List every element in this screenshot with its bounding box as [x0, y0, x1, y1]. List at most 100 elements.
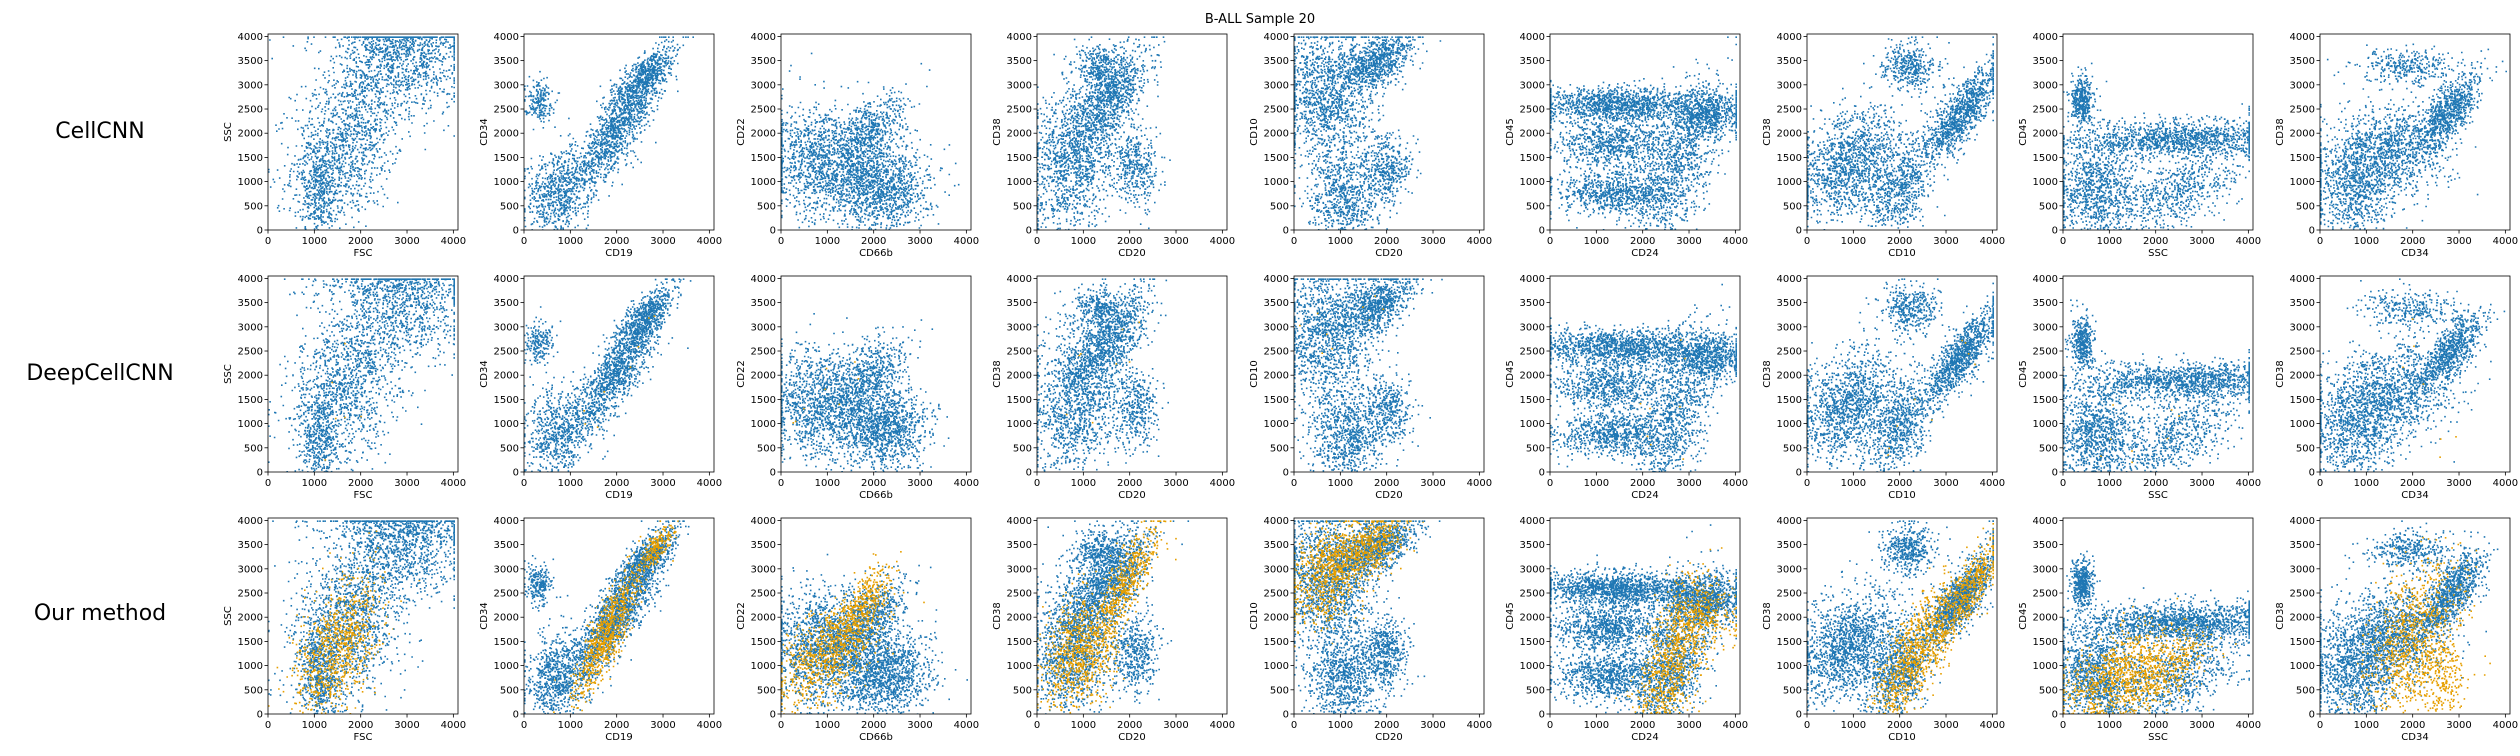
x-axis-label: CD34 — [2401, 732, 2428, 743]
y-tick-label: 3000 — [2290, 80, 2315, 91]
blue-points — [1807, 278, 1994, 473]
y-tick-label: 4000 — [1777, 516, 1802, 527]
y-tick-label: 4000 — [2033, 274, 2058, 285]
y-tick-label: 1500 — [1520, 395, 1545, 406]
y-tick-label: 4000 — [1777, 32, 1802, 43]
y-tick-label: 4000 — [494, 516, 519, 527]
scatter-panel-r2-c2: 0 1000 2000 3000 400005001000150020002500300… — [736, 516, 979, 743]
y-tick-label: 1500 — [238, 153, 263, 164]
y-tick-label: 1500 — [2290, 637, 2315, 648]
y-tick-label: 3500 — [2033, 56, 2058, 67]
y-tick-label: 1000 — [2033, 661, 2058, 672]
y-tick-label: 3000 — [2033, 80, 2058, 91]
scatter-panel-r2-c7: 0 1000 2000 3000 400005001000150020002500300… — [2018, 516, 2261, 743]
y-axis-label: CD22 — [736, 602, 747, 629]
scatter-panel-r0-c3: 0 1000 2000 3000 400005001000150020002500300… — [992, 32, 1235, 259]
y-tick-label: 0 — [2052, 468, 2058, 479]
orange-points — [2337, 537, 2491, 716]
y-tick-label: 1000 — [494, 419, 519, 430]
y-tick-label: 500 — [1526, 443, 1545, 454]
y-tick-label: 0 — [1796, 226, 1802, 237]
blue-points — [1037, 36, 1171, 231]
x-tick-label: 0 — [521, 720, 527, 731]
y-tick-label: 3500 — [2033, 540, 2058, 551]
x-axis-label: CD19 — [605, 732, 632, 743]
scatter-points — [1037, 36, 1171, 231]
y-tick-label: 3500 — [2033, 298, 2058, 309]
x-tick-label: 3000 — [650, 720, 675, 731]
scatter-points — [1807, 520, 1994, 715]
y-tick-label: 3000 — [1777, 564, 1802, 575]
scatter-panel-r2-c8: 0 1000 2000 3000 400005001000150020002500300… — [2275, 516, 2518, 743]
x-tick-label: 0 — [1291, 478, 1297, 489]
y-tick-label: 500 — [1526, 201, 1545, 212]
y-tick-label: 2000 — [2290, 129, 2315, 140]
y-tick-label: 500 — [757, 685, 776, 696]
x-tick-label: 3000 — [394, 478, 419, 489]
y-tick-label: 2500 — [1520, 105, 1545, 116]
scatter-points — [2063, 551, 2250, 716]
y-tick-label: 4000 — [494, 32, 519, 43]
y-tick-label: 1000 — [238, 177, 263, 188]
scatter-panel-r2-c6: 0 1000 2000 3000 400005001000150020002500300… — [1762, 516, 2005, 743]
y-tick-label: 4000 — [238, 516, 263, 527]
y-tick-label: 1000 — [1007, 177, 1032, 188]
y-tick-label: 500 — [757, 201, 776, 212]
y-tick-label: 3000 — [2290, 322, 2315, 333]
y-tick-label: 2500 — [2033, 589, 2058, 600]
x-tick-label: 2000 — [1117, 478, 1142, 489]
y-tick-label: 1500 — [1007, 395, 1032, 406]
y-tick-label: 3500 — [2290, 298, 2315, 309]
y-tick-label: 500 — [1783, 443, 1802, 454]
y-tick-label: 500 — [2296, 443, 2315, 454]
y-tick-label: 3000 — [1007, 80, 1032, 91]
x-tick-label: 2000 — [348, 720, 373, 731]
y-tick-label: 2500 — [1264, 105, 1289, 116]
x-tick-label: 1000 — [1584, 720, 1609, 731]
x-tick-label: 4000 — [2236, 236, 2261, 247]
y-tick-label: 4000 — [1520, 274, 1545, 285]
y-tick-label: 3000 — [238, 80, 263, 91]
x-tick-label: 0 — [265, 720, 271, 731]
y-tick-label: 1500 — [1777, 153, 1802, 164]
blue-points — [524, 278, 691, 473]
y-tick-label: 500 — [1013, 443, 1032, 454]
y-tick-label: 1000 — [1777, 177, 1802, 188]
x-tick-label: 1000 — [815, 478, 840, 489]
x-tick-label: 3000 — [1676, 236, 1701, 247]
x-tick-label: 3000 — [2189, 478, 2214, 489]
y-tick-label: 1000 — [1520, 177, 1545, 188]
x-tick-label: 3000 — [1676, 720, 1701, 731]
y-tick-label: 2500 — [238, 589, 263, 600]
y-tick-label: 3000 — [2290, 564, 2315, 575]
y-tick-label: 2000 — [751, 129, 776, 140]
blue-points — [2320, 44, 2507, 232]
x-tick-label: 2000 — [604, 236, 629, 247]
y-tick-label: 2000 — [751, 613, 776, 624]
scatter-points — [524, 36, 694, 231]
y-tick-label: 1500 — [2290, 153, 2315, 164]
y-tick-label: 3000 — [1520, 322, 1545, 333]
x-tick-label: 0 — [2317, 720, 2323, 731]
y-tick-label: 2000 — [1007, 613, 1032, 624]
y-tick-label: 3500 — [1264, 56, 1289, 67]
y-tick-label: 1000 — [238, 661, 263, 672]
x-tick-label: 1000 — [815, 236, 840, 247]
x-axis-label: SSC — [2148, 490, 2168, 501]
x-tick-label: 3000 — [1163, 478, 1188, 489]
y-tick-label: 3000 — [494, 80, 519, 91]
y-tick-label: 1000 — [751, 177, 776, 188]
x-tick-label: 3000 — [1163, 236, 1188, 247]
y-axis-label: CD22 — [736, 360, 747, 387]
y-tick-label: 0 — [770, 226, 776, 237]
x-tick-label: 0 — [1804, 236, 1810, 247]
scatter-panel-r0-c7: 0 1000 2000 3000 400005001000150020002500300… — [2018, 32, 2261, 259]
y-tick-label: 2000 — [238, 129, 263, 140]
x-tick-label: 1000 — [1071, 236, 1096, 247]
x-tick-label: 4000 — [2236, 720, 2261, 731]
y-tick-label: 4000 — [494, 274, 519, 285]
x-tick-label: 4000 — [697, 478, 722, 489]
y-tick-label: 3000 — [2033, 564, 2058, 575]
y-tick-label: 500 — [1270, 201, 1289, 212]
